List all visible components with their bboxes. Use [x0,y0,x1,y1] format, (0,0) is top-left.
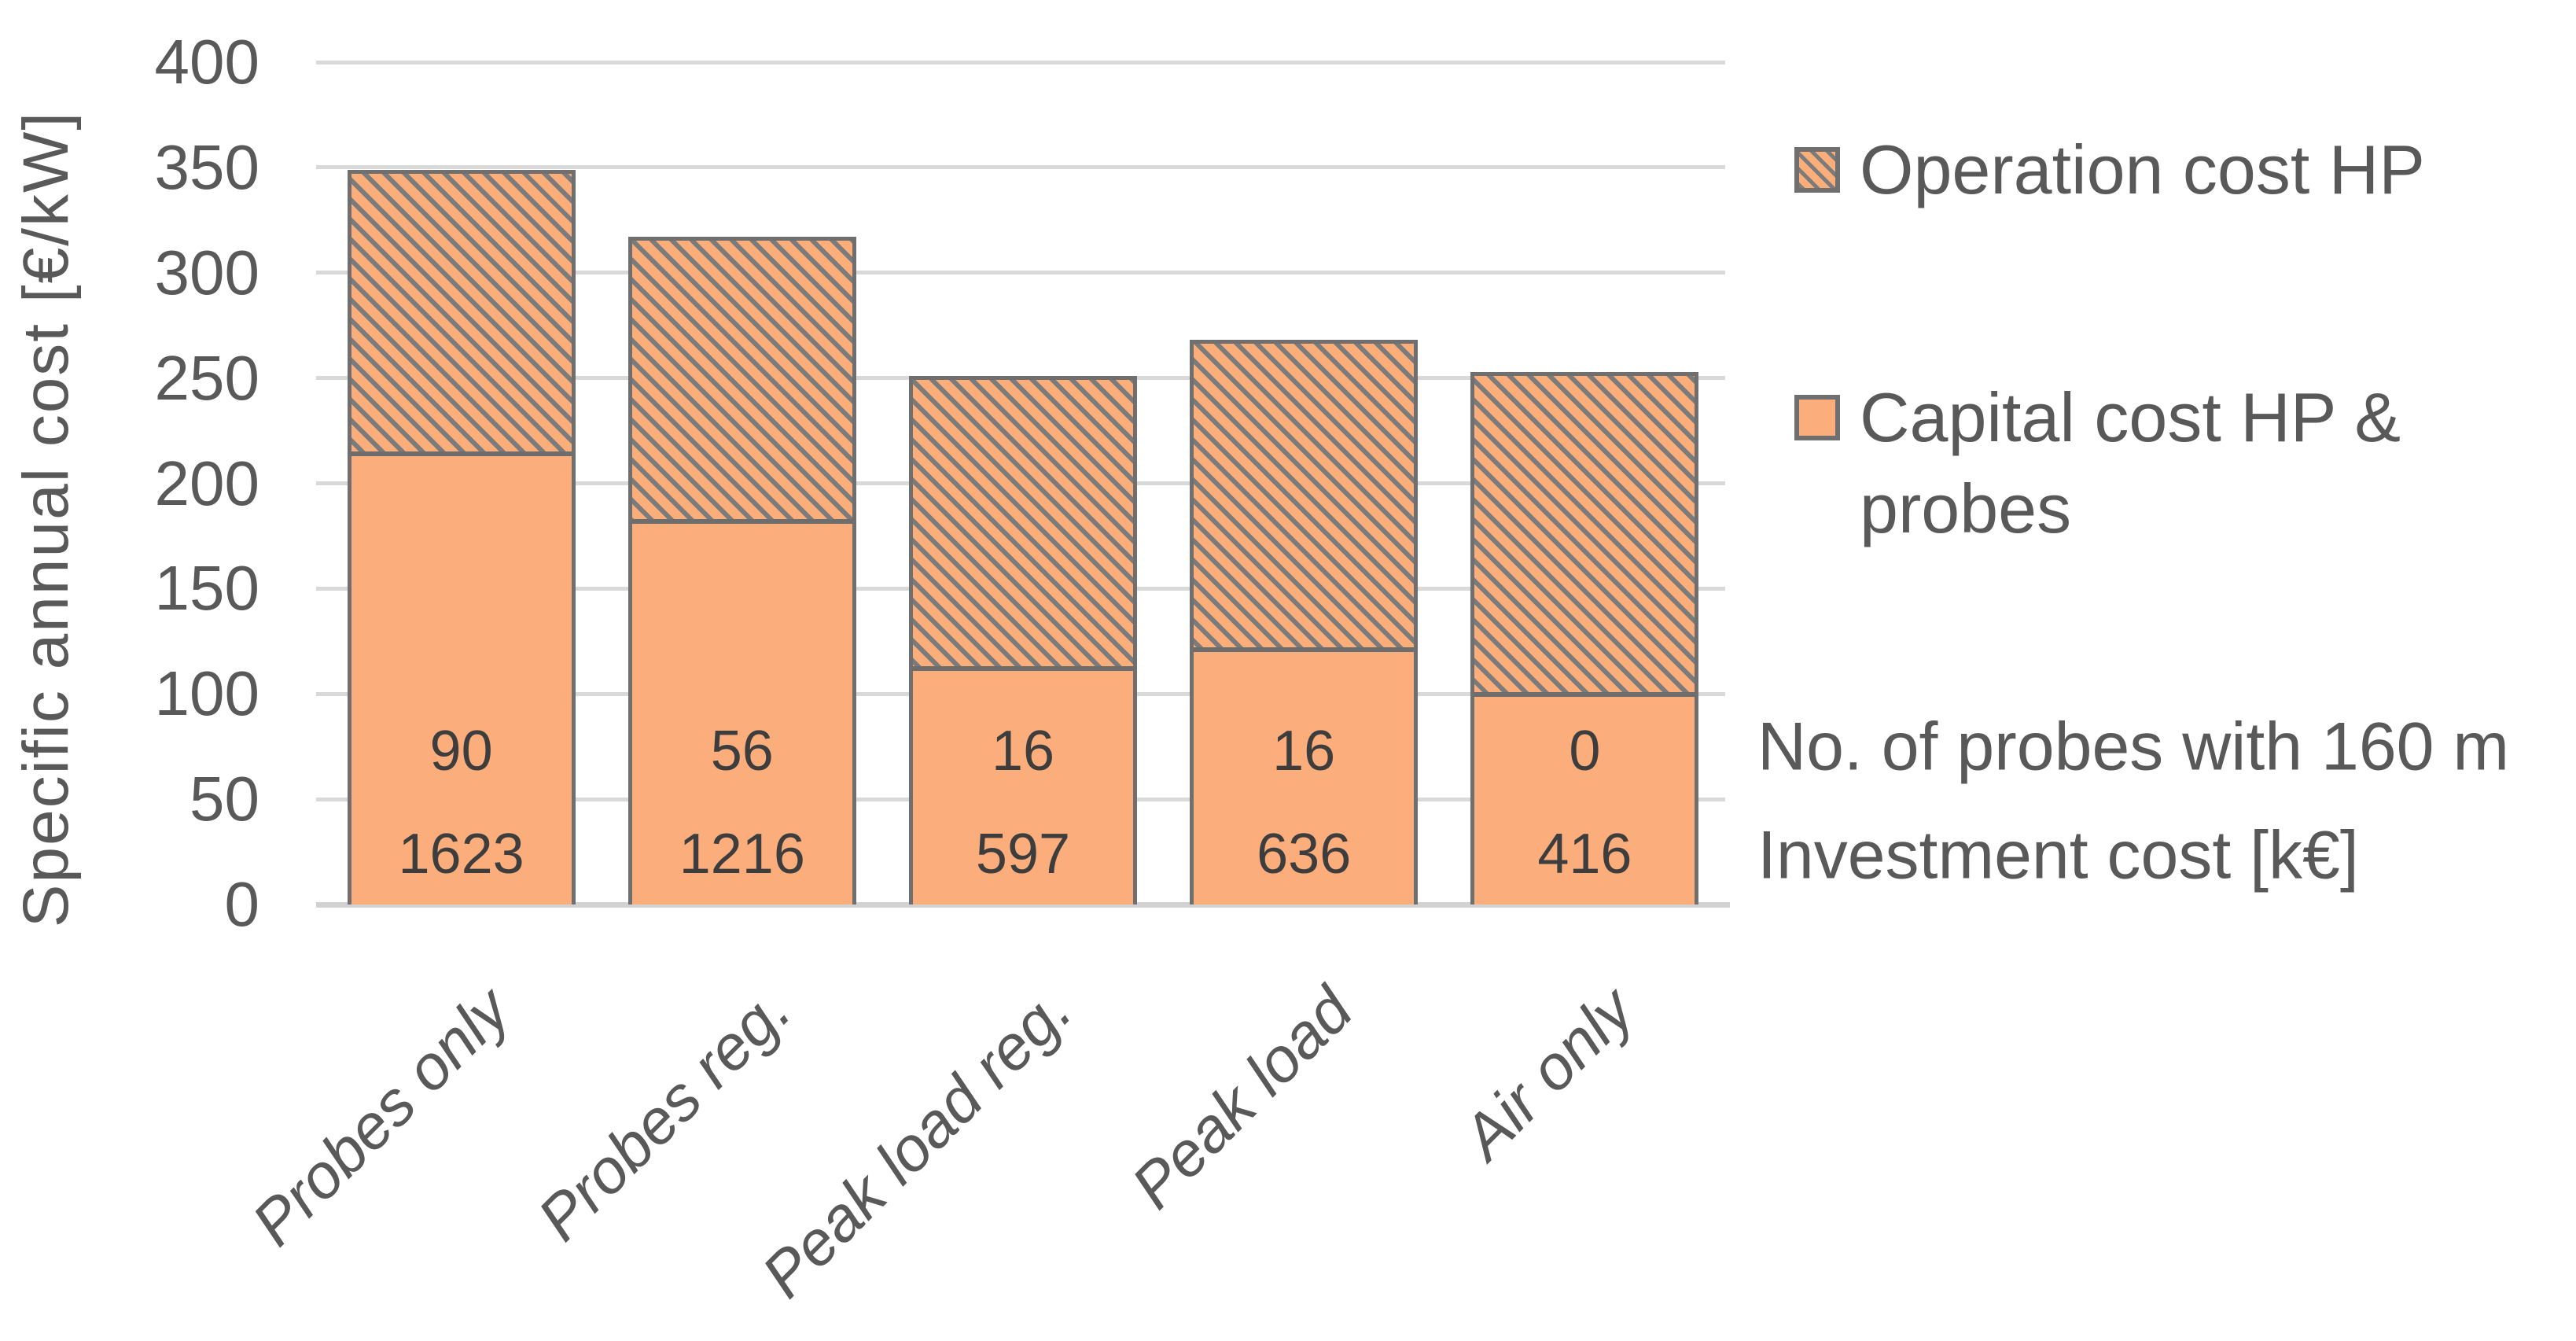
gridline [321,271,1725,275]
bar-segment-capital[interactable] [351,451,572,904]
x-category-label: Probes reg. [524,974,804,1254]
bar-investment-label: 1216 [679,823,805,886]
bar-investment-label: 416 [1537,823,1632,886]
gridline [321,165,1725,170]
bar-segment-capital[interactable] [913,666,1133,904]
y-axis-tick-mark [316,691,343,696]
y-tick-label: 400 [154,27,259,97]
y-tick-label: 150 [154,553,259,624]
legend-item-label: Operation cost HP [1860,131,2425,208]
y-tick-label: 50 [190,764,259,834]
annotation-probes-count: No. of probes with 160 m [1757,709,2510,785]
bar-investment-label: 597 [975,823,1071,886]
x-category-label: Probes only [238,974,524,1259]
gridline [321,60,1725,64]
legend-swatch-solid-icon [1794,395,1840,440]
bar-investment-label: 636 [1257,823,1352,886]
bar-segment-operation[interactable] [1190,340,1419,904]
bar-segment-operation[interactable] [909,375,1137,904]
y-tick-label: 350 [154,131,259,202]
y-axis-tick-mark [316,165,343,170]
bar-segment-operation[interactable] [627,237,856,904]
y-tick-label: 300 [154,237,259,308]
legend-item-label: Capital cost HP & probes [1860,378,2401,547]
bar-segment-capital[interactable] [631,519,852,904]
legend-swatch-hatched-icon [1794,147,1840,193]
y-axis-tick-mark [316,481,343,485]
bar-probes-count-label: 16 [1272,720,1336,783]
y-tick-label: 0 [224,869,260,939]
bar-probes-count-label: 90 [429,720,493,783]
x-category-label: Peak load [1118,974,1366,1222]
annotation-investment-cost: Investment cost [k€] [1757,817,2359,893]
bar-probes-count-label: 56 [710,720,774,783]
bar-segment-capital[interactable] [1194,647,1415,904]
bar-segment-capital[interactable] [1474,691,1695,904]
bar-probes-count-label: 16 [991,720,1055,783]
x-axis-line [316,901,1730,908]
bar-investment-label: 1623 [398,823,524,886]
y-axis-tick-mark [316,271,343,275]
y-tick-label: 100 [154,658,259,729]
y-axis-tick-mark [316,60,343,64]
y-tick-label: 250 [154,342,259,413]
bar-segment-operation[interactable] [1470,371,1699,904]
y-tick-label: 200 [154,448,259,518]
y-axis-tick-mark [316,586,343,591]
y-axis-tick-mark [316,797,343,801]
bar-segment-operation[interactable] [347,169,576,904]
x-category-label: Air only [1448,974,1647,1173]
y-axis-tick-mark [316,376,343,381]
bar-probes-count-label: 0 [1569,720,1601,783]
